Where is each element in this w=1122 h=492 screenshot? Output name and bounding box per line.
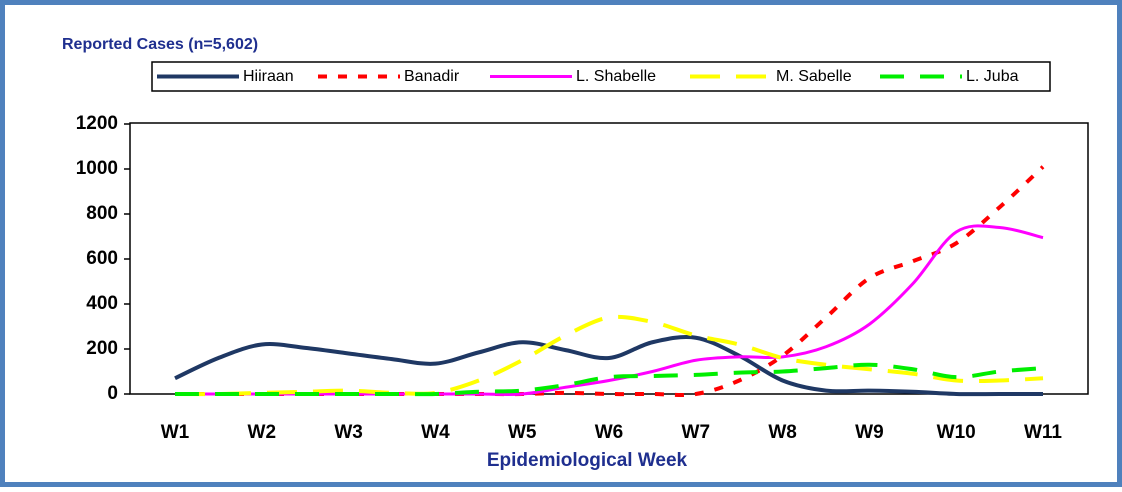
- legend-label: L. Shabelle: [576, 68, 656, 85]
- y-tick-label: 1200: [76, 113, 118, 134]
- x-tick-label: W11: [1024, 422, 1062, 443]
- x-axis-label: Epidemiological Week: [487, 450, 688, 471]
- x-tick-label: W6: [595, 422, 624, 443]
- plot-frame: [129, 122, 1089, 395]
- x-tick-label: W10: [937, 422, 976, 443]
- legend-label: L. Juba: [966, 68, 1019, 85]
- y-tick-label: 0: [107, 383, 118, 404]
- y-tick-label: 400: [86, 293, 118, 314]
- series-line: [174, 314, 1044, 397]
- x-tick-label: W8: [768, 422, 797, 443]
- y-tick-label: 200: [86, 338, 118, 359]
- x-tick-label: W9: [855, 422, 884, 443]
- series-line: [174, 335, 1043, 397]
- x-tick-label: W2: [248, 422, 277, 443]
- x-tick-label: W7: [682, 422, 711, 443]
- x-tick-label: W3: [334, 422, 363, 443]
- y-tick-label: 1000: [76, 158, 118, 179]
- y-tick-label: 800: [86, 203, 118, 224]
- x-tick-label: W1: [161, 422, 190, 443]
- legend-label: M. Sabelle: [776, 68, 852, 85]
- chart-title: Reported Cases (n=5,602): [62, 36, 258, 53]
- legend-label: Banadir: [404, 68, 460, 85]
- y-tick-label: 600: [86, 248, 118, 269]
- series-line: [175, 362, 1044, 397]
- x-tick-label: W4: [421, 422, 450, 443]
- series-line: [175, 165, 1045, 397]
- x-tick-label: W5: [508, 422, 537, 443]
- legend-label: Hiiraan: [243, 68, 294, 85]
